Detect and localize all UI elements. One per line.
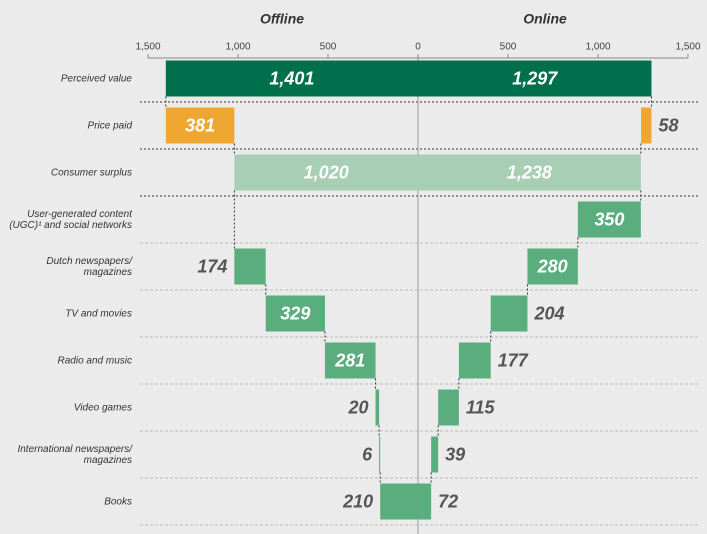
value-label: 174: [197, 256, 227, 276]
bar: [165, 107, 235, 144]
category-label: Perceived value: [60, 73, 132, 84]
category-label: TV and movies: [65, 308, 132, 319]
bar: [431, 436, 439, 473]
x-tick-label: 0: [415, 42, 421, 53]
value-label: 177: [498, 350, 529, 370]
bar: [265, 295, 325, 332]
category-label: Radio and music: [57, 355, 132, 366]
panel-title: Online: [523, 11, 567, 27]
value-label: 329: [280, 303, 310, 323]
bar: [324, 342, 376, 379]
value-label: 115: [466, 397, 496, 417]
bar: [458, 342, 491, 379]
value-label: 204: [533, 303, 564, 323]
x-tick-label: 1,000: [585, 42, 610, 53]
bar: [165, 60, 418, 97]
x-tick-label: 1,500: [675, 42, 700, 53]
bar: [379, 436, 381, 473]
x-tick-label: 500: [500, 42, 517, 53]
category-label: International newspapers/ magazines: [17, 443, 132, 466]
x-tick-label: 1,000: [225, 42, 250, 53]
value-label: 350: [594, 209, 624, 229]
bar: [234, 248, 266, 285]
value-label: 20: [347, 397, 368, 417]
category-label: Price paid: [87, 120, 132, 131]
bar: [380, 483, 418, 520]
bar: [641, 107, 652, 144]
category-label: Consumer surplus: [50, 167, 132, 178]
x-tick-label: 1,500: [135, 42, 160, 53]
bar: [418, 154, 641, 191]
bar: [375, 389, 380, 426]
value-label: 1,020: [304, 162, 349, 182]
category-label: Video games: [73, 402, 132, 413]
value-label: 281: [334, 350, 365, 370]
bar: [527, 248, 578, 285]
value-label: 72: [438, 491, 458, 511]
bar: [438, 389, 459, 426]
bar: [418, 483, 432, 520]
bar: [490, 295, 528, 332]
value-label: 6: [362, 444, 373, 464]
bar: [577, 201, 641, 238]
value-label: 58: [658, 115, 678, 135]
value-label: 280: [537, 256, 568, 276]
value-label: 1,238: [507, 162, 552, 182]
value-label: 39: [445, 444, 465, 464]
bar: [418, 60, 652, 97]
value-label: 210: [342, 491, 373, 511]
value-label: 381: [185, 115, 215, 135]
category-label: Books: [104, 496, 132, 507]
category-label: User-generated content (UGC)¹ and social…: [9, 208, 132, 231]
category-label: Dutch newspapers/ magazines: [46, 255, 132, 278]
bar: [234, 154, 418, 191]
value-label: 1,297: [512, 68, 558, 88]
value-label: 1,401: [269, 68, 314, 88]
panel-title: Offline: [260, 11, 304, 27]
x-tick-label: 500: [320, 42, 337, 53]
